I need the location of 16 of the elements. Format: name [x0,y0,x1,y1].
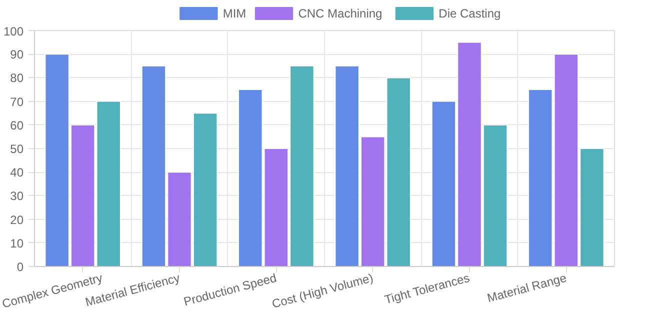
y-tick-label: 70 [10,94,24,109]
y-tick-label: 80 [10,71,24,86]
y-tick-label: 50 [10,142,24,156]
legend-label: Die Casting [438,6,501,20]
x-tick-label: Tight Tolerances [383,270,472,307]
legend-label: CNC Machining [298,6,382,20]
y-tick-label: 0 [16,260,24,274]
y-tick-label: 10 [10,236,24,250]
legend-label: MIM [222,6,246,20]
y-tick-label: 90 [10,48,24,62]
y-tick-label: 40 [10,166,24,180]
y-tick-label: 60 [10,118,24,132]
x-tick-label: Material Range [486,270,568,306]
y-tick-label: 100 [3,24,24,38]
y-tick-label: 30 [10,189,24,204]
y-tick-label: 20 [10,212,24,227]
